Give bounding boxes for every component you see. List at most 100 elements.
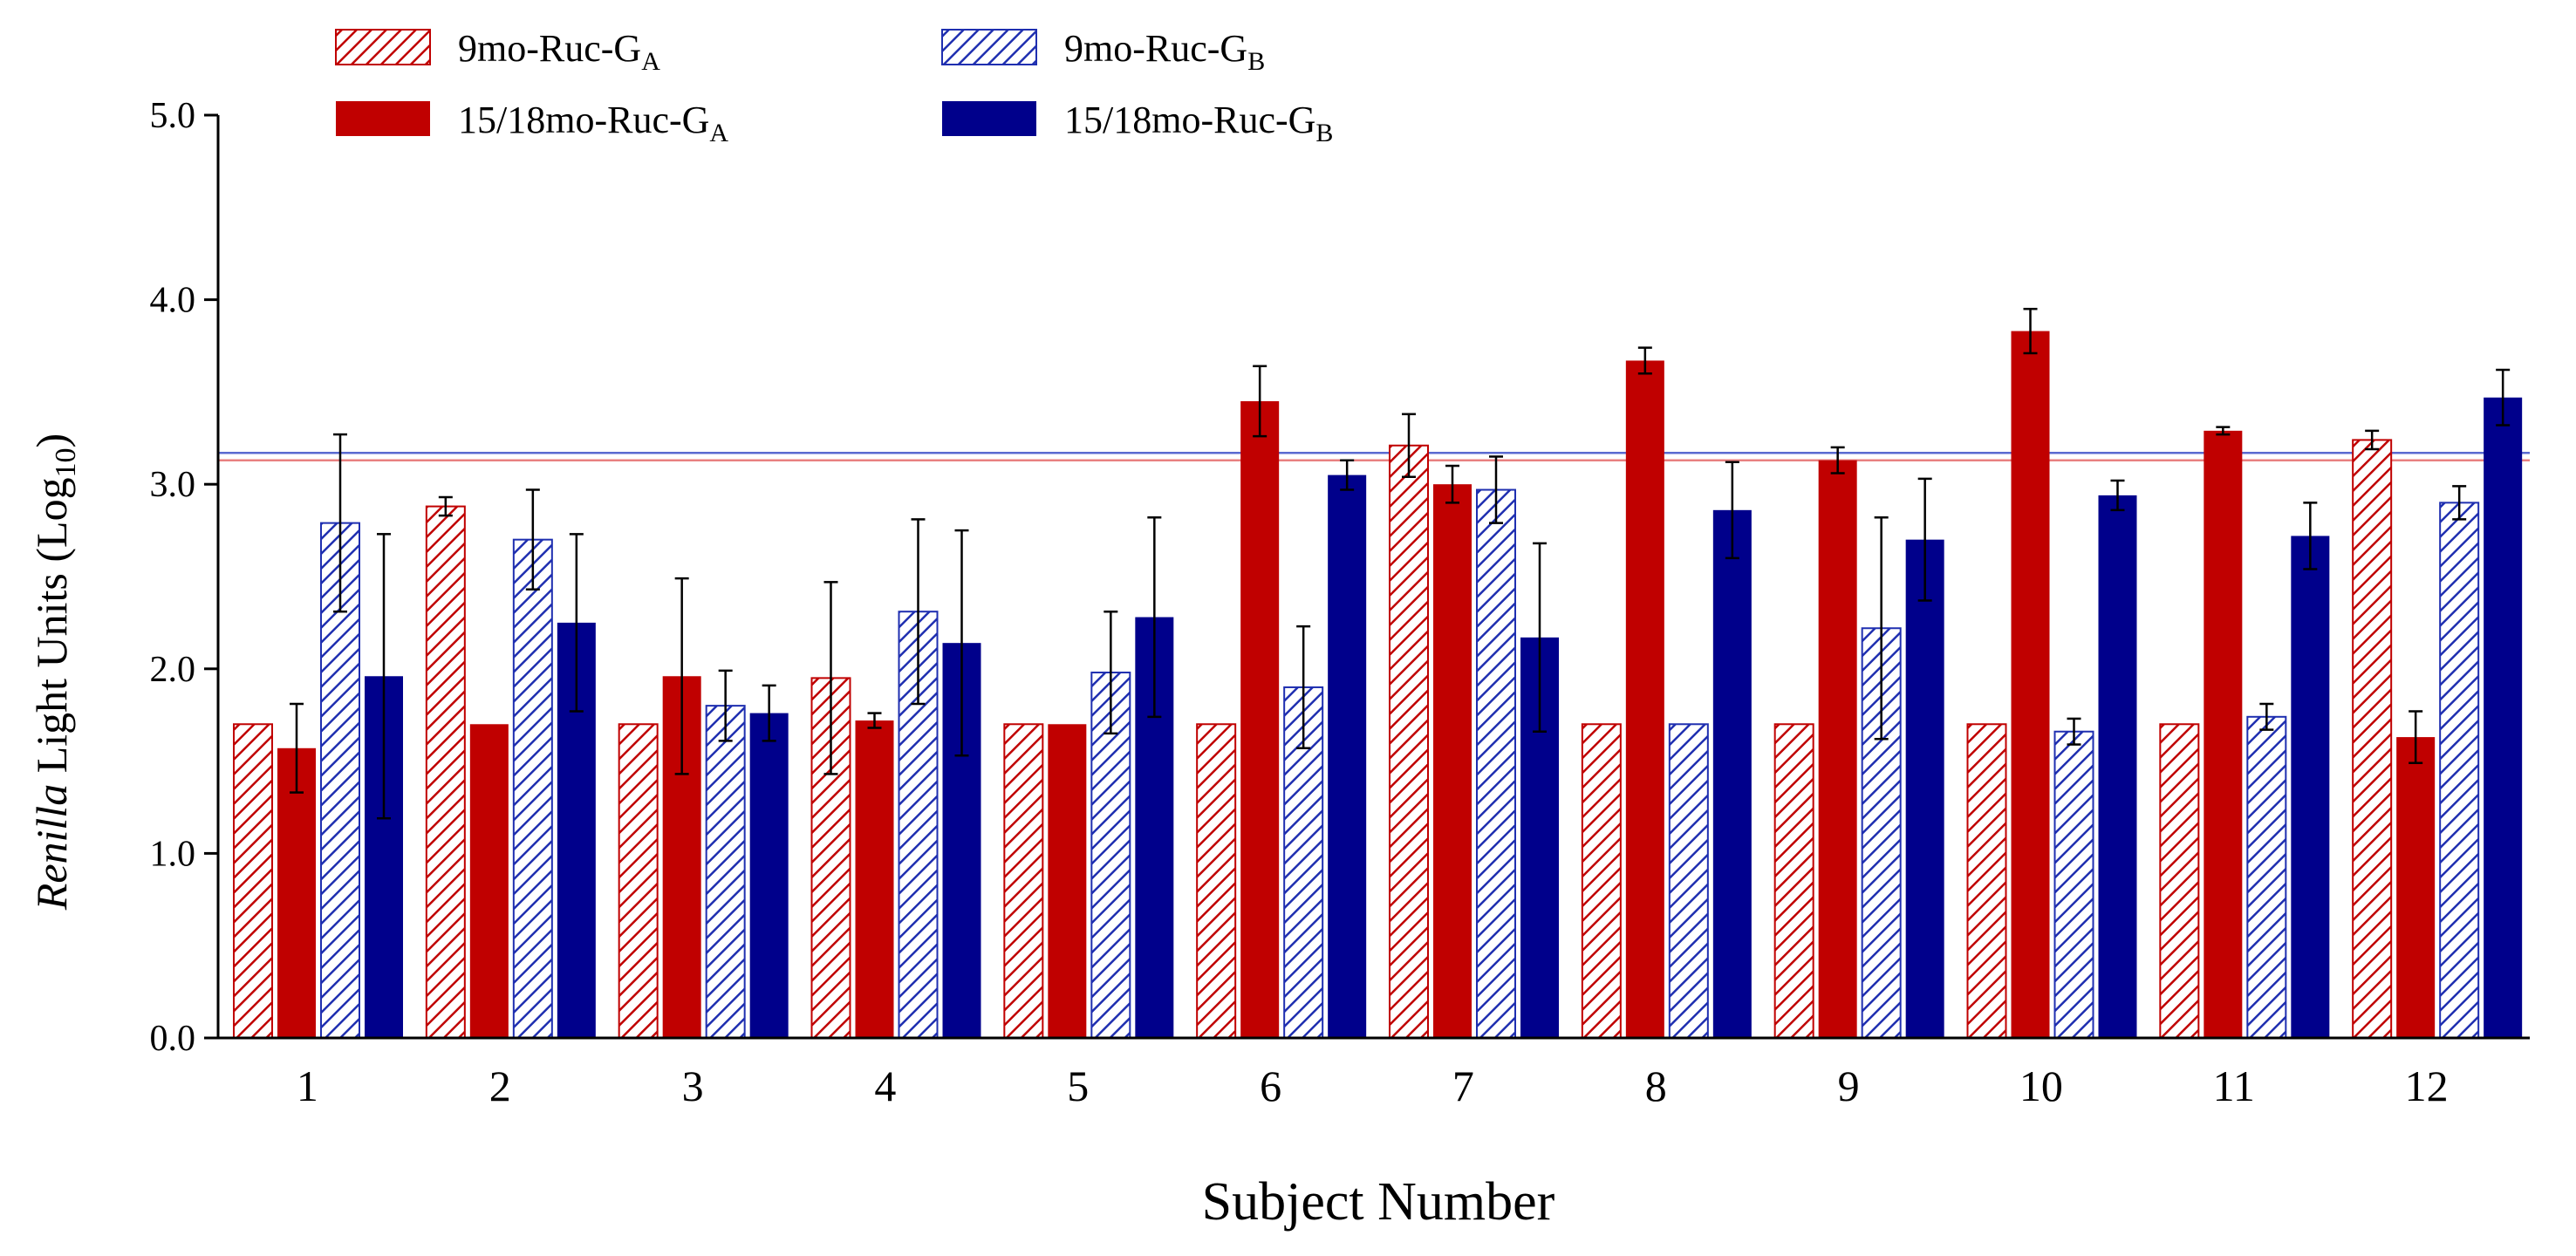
error-bar-10-series-2 (2023, 307, 2038, 355)
y-tick-label-1.0: 1.0 (150, 834, 196, 874)
bar-12-series-1 (2352, 439, 2393, 1039)
error-bar-6-series-2 (1253, 365, 1268, 438)
error-bar-7-series-1 (1402, 413, 1416, 478)
axes-group: 1 2 3 4 5 6 7 8 9 10 11 120.01.02.03.04.05.0 (150, 96, 2530, 1110)
legend-label-1: 9mo-Ruc-GA (458, 27, 660, 76)
error-bar-2-series-1 (438, 495, 453, 517)
reference-lines (218, 451, 2530, 461)
bar-5-series-2 (1048, 724, 1087, 1038)
x-tick-label-1: 1 (297, 1061, 318, 1110)
error-bar-8-series-4 (1725, 461, 1739, 560)
x-tick-label-4: 4 (874, 1061, 896, 1110)
legend: 9mo-Ruc-GA 15/18mo-Ruc-GA 9mo-Ruc-GB 15/18m… (335, 27, 1333, 147)
error-bar-5-series-4 (1147, 516, 1162, 719)
bar-3-series-1 (618, 723, 659, 1040)
bar-3-series-3 (705, 705, 746, 1039)
bar-7-series-2 (1433, 484, 1472, 1038)
bar-10-series-4 (2098, 495, 2137, 1038)
error-bar-12-series-2 (2409, 710, 2423, 764)
y-tick-label-2.0: 2.0 (150, 650, 196, 690)
error-bar-10-series-3 (2067, 717, 2081, 746)
error-bar-11-series-3 (2259, 702, 2274, 731)
error-bar-12-series-3 (2452, 485, 2467, 521)
error-bar-12-series-1 (2365, 429, 2380, 451)
error-bar-6-series-4 (1340, 459, 1355, 491)
bar-8-series-2 (1625, 360, 1664, 1039)
bar-12-series-3 (2439, 502, 2480, 1039)
x-tick-label-7: 7 (1452, 1061, 1474, 1110)
bar-9-series-2 (1818, 460, 1857, 1038)
error-bar-1-series-3 (333, 433, 347, 613)
y-tick-label-4.0: 4.0 (150, 281, 196, 321)
legend-swatch-1 (335, 29, 431, 65)
legend-label-4: 15/18mo-Ruc-GB (1064, 99, 1333, 147)
bar-4-series-2 (855, 720, 894, 1038)
y-tick-label-3.0: 3.0 (150, 465, 196, 505)
bar-2-series-3 (512, 538, 553, 1039)
error-bar-1-series-2 (290, 702, 304, 794)
bar-8-series-1 (1581, 723, 1622, 1040)
error-bar-7-series-2 (1445, 464, 1459, 504)
bar-7-series-3 (1476, 488, 1516, 1039)
y-axis-title-italic: Renilla (27, 784, 76, 911)
bar-10-series-2 (2011, 331, 2050, 1038)
legend-swatch-2 (336, 101, 430, 136)
legend-label-2: 15/18mo-Ruc-GA (458, 99, 728, 147)
error-bars-group (290, 307, 2511, 820)
bar-2-series-1 (425, 505, 466, 1039)
bar-9-series-1 (1773, 723, 1814, 1040)
bar-2-series-2 (469, 724, 509, 1038)
error-bar-2-series-3 (525, 488, 540, 591)
error-bar-4-series-4 (954, 529, 969, 757)
error-bar-4-series-1 (823, 581, 838, 775)
error-bar-12-series-4 (2496, 368, 2511, 427)
x-tick-label-3: 3 (682, 1061, 704, 1110)
legend-item-2: 15/18mo-Ruc-GA (336, 99, 728, 147)
legend-swatch-4 (942, 101, 1036, 136)
error-bar-11-series-4 (2303, 502, 2318, 570)
bar-6-series-1 (1196, 723, 1237, 1040)
error-bar-7-series-3 (1489, 455, 1503, 524)
error-bar-7-series-4 (1533, 542, 1547, 733)
bar-12-series-4 (2484, 397, 2523, 1038)
bar-9-series-4 (1905, 539, 1944, 1038)
bar-8-series-4 (1712, 509, 1752, 1038)
x-tick-label-10: 10 (2019, 1061, 2063, 1110)
bar-12-series-2 (2396, 737, 2436, 1038)
legend-item-3: 9mo-Ruc-GB (941, 27, 1265, 76)
bars-group (233, 331, 2523, 1040)
y-tick-label-5.0: 5.0 (150, 96, 196, 136)
x-tick-label-8: 8 (1645, 1061, 1667, 1110)
error-bar-3-series-2 (674, 577, 689, 775)
error-bar-3-series-3 (718, 669, 733, 742)
legend-label-3: 9mo-Ruc-GB (1064, 27, 1265, 76)
bar-11-series-2 (2204, 430, 2243, 1038)
bar-11-series-4 (2291, 536, 2330, 1038)
bar-11-series-3 (2246, 715, 2287, 1039)
y-axis-title-main: Light Units (Log (27, 477, 76, 783)
error-bar-1-series-4 (377, 533, 391, 820)
legend-swatch-3 (941, 29, 1037, 65)
x-tick-label-12: 12 (2405, 1061, 2449, 1110)
error-bar-9-series-2 (1830, 446, 1845, 474)
error-bar-9-series-4 (1917, 477, 1932, 602)
y-tick-label-0.0: 0.0 (150, 1019, 196, 1059)
error-bar-3-series-4 (762, 684, 776, 742)
y-axis-title: Renilla Light Units (Log10) (27, 433, 82, 911)
bar-7-series-1 (1389, 444, 1429, 1040)
bar-10-series-1 (1966, 723, 2007, 1040)
error-bar-10-series-4 (2110, 479, 2125, 512)
error-bar-11-series-2 (2216, 426, 2231, 436)
error-bar-9-series-3 (1874, 516, 1889, 741)
y-axis-title-close: ) (27, 433, 76, 448)
legend-item-1: 9mo-Ruc-GA (335, 27, 660, 76)
error-bar-5-series-3 (1104, 610, 1118, 735)
x-tick-label-5: 5 (1067, 1061, 1089, 1110)
error-bar-4-series-3 (911, 518, 926, 706)
x-tick-label-11: 11 (2213, 1061, 2255, 1110)
error-bar-8-series-2 (1637, 346, 1652, 375)
x-tick-label-2: 2 (489, 1061, 511, 1110)
error-bar-4-series-2 (867, 712, 882, 729)
bar-10-series-3 (2053, 730, 2094, 1040)
